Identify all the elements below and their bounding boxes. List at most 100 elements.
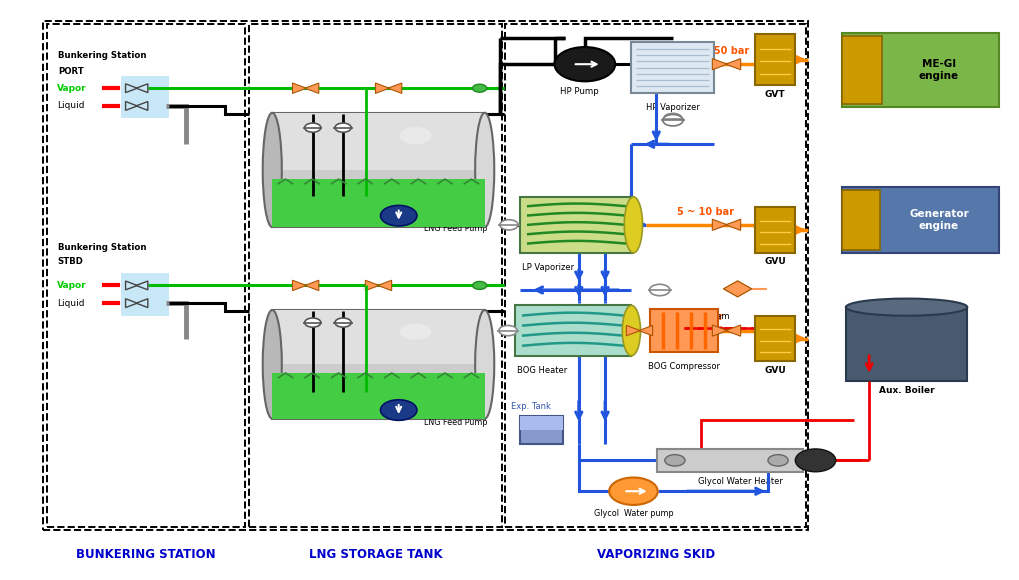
Text: BUNKERING STATION: BUNKERING STATION (75, 548, 215, 561)
Text: Glycol  Water pump: Glycol Water pump (593, 509, 673, 519)
Polygon shape (387, 83, 401, 93)
Circle shape (334, 123, 351, 132)
Circle shape (795, 449, 835, 472)
Text: Exp. Tank: Exp. Tank (511, 402, 550, 411)
Ellipse shape (624, 197, 642, 253)
Text: Liquid: Liquid (57, 102, 85, 110)
Circle shape (305, 318, 321, 327)
Ellipse shape (845, 299, 966, 316)
Text: GVU: GVU (763, 366, 786, 375)
Circle shape (608, 477, 657, 505)
Bar (631, 42, 713, 93)
Bar (520, 416, 562, 430)
Text: 5 ~ 10 bar: 5 ~ 10 bar (677, 206, 734, 216)
Text: LP Vaporizer: LP Vaporizer (522, 263, 574, 272)
Polygon shape (305, 83, 319, 93)
Bar (272, 179, 484, 227)
Polygon shape (292, 280, 306, 291)
Polygon shape (365, 280, 379, 291)
Text: ME-GI
engine: ME-GI engine (918, 59, 958, 81)
Polygon shape (626, 325, 640, 336)
Ellipse shape (399, 127, 431, 144)
Bar (656, 449, 803, 472)
Polygon shape (726, 325, 740, 336)
Bar (47, 24, 245, 527)
Bar (520, 416, 562, 444)
Bar (845, 307, 966, 382)
Bar (120, 273, 169, 316)
Circle shape (649, 284, 669, 296)
Circle shape (664, 455, 685, 466)
Text: HP Pump: HP Pump (559, 87, 598, 96)
Circle shape (498, 325, 517, 336)
Text: Bunkering Station: Bunkering Station (58, 52, 146, 60)
Text: Glycol Water Heater: Glycol Water Heater (697, 477, 782, 487)
Bar (754, 34, 795, 85)
Text: 300 ~ 350 bar: 300 ~ 350 bar (672, 46, 748, 56)
Text: GVU: GVU (763, 258, 786, 266)
Bar (515, 306, 631, 356)
Ellipse shape (263, 310, 281, 419)
Polygon shape (377, 280, 391, 291)
Ellipse shape (399, 324, 431, 340)
Ellipse shape (475, 113, 494, 227)
Text: Vapor: Vapor (57, 84, 87, 93)
Bar (272, 113, 484, 170)
Circle shape (767, 455, 788, 466)
Bar (504, 24, 806, 527)
Circle shape (662, 114, 683, 126)
Circle shape (380, 205, 417, 226)
Polygon shape (711, 219, 727, 230)
Polygon shape (711, 59, 727, 70)
Circle shape (663, 113, 682, 124)
Bar (120, 75, 169, 118)
Ellipse shape (263, 113, 281, 227)
Bar (272, 310, 484, 364)
Bar (520, 197, 633, 253)
Bar (754, 207, 795, 253)
Circle shape (472, 281, 486, 289)
Bar (754, 316, 795, 361)
Text: Aux. Boiler: Aux. Boiler (878, 386, 933, 395)
Ellipse shape (622, 306, 640, 356)
Bar (841, 190, 879, 250)
Circle shape (380, 400, 417, 420)
Polygon shape (722, 281, 751, 297)
Text: PORT: PORT (58, 67, 84, 77)
Text: Aux. steam: Aux. steam (682, 311, 729, 321)
Text: HP Vaporizer: HP Vaporizer (645, 103, 699, 112)
Text: Liquid: Liquid (57, 299, 85, 307)
Text: LNG STORAGE TANK: LNG STORAGE TANK (309, 548, 442, 561)
Bar (649, 309, 717, 351)
Text: 0.1~10bar: 0.1~10bar (666, 312, 723, 322)
Text: VAPORIZING SKID: VAPORIZING SKID (596, 548, 714, 561)
Polygon shape (305, 280, 319, 291)
Text: Generator
engine: Generator engine (908, 209, 968, 231)
Text: LNG Feed Pump: LNG Feed Pump (424, 224, 487, 233)
Polygon shape (726, 219, 740, 230)
Text: BOG Heater: BOG Heater (517, 366, 567, 375)
Bar (841, 187, 998, 253)
Bar (272, 310, 484, 419)
Text: LNG Feed Pump: LNG Feed Pump (424, 419, 487, 427)
Circle shape (334, 318, 351, 327)
Text: Bunkering Station: Bunkering Station (58, 243, 146, 252)
Polygon shape (638, 325, 652, 336)
Bar (272, 113, 484, 227)
Polygon shape (292, 83, 306, 93)
Text: STBD: STBD (58, 258, 84, 266)
Text: GVT: GVT (764, 90, 785, 99)
Circle shape (305, 123, 321, 132)
Text: BOG Compressor: BOG Compressor (647, 362, 719, 371)
Ellipse shape (475, 310, 494, 419)
Polygon shape (726, 59, 740, 70)
Text: Vapor: Vapor (57, 281, 87, 290)
Circle shape (472, 84, 486, 92)
Polygon shape (711, 325, 727, 336)
Bar (841, 35, 881, 104)
Circle shape (499, 220, 518, 230)
Bar (249, 24, 501, 527)
Bar (841, 32, 998, 107)
Circle shape (554, 47, 614, 81)
Polygon shape (375, 83, 389, 93)
